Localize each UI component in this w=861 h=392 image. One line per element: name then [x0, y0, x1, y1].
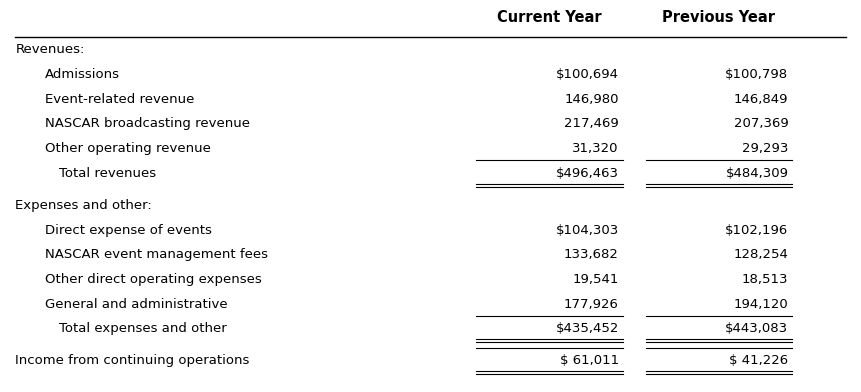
Text: $496,463: $496,463 — [556, 167, 619, 180]
Text: 128,254: 128,254 — [734, 248, 789, 261]
Text: Previous Year: Previous Year — [662, 10, 776, 25]
Text: 29,293: 29,293 — [742, 142, 789, 155]
Text: $100,694: $100,694 — [556, 68, 619, 81]
Text: Revenues:: Revenues: — [15, 43, 85, 56]
Text: Total revenues: Total revenues — [59, 167, 156, 180]
Text: Income from continuing operations: Income from continuing operations — [15, 354, 250, 367]
Text: Total expenses and other: Total expenses and other — [59, 322, 226, 335]
Text: Other direct operating expenses: Other direct operating expenses — [45, 273, 262, 286]
Text: $435,452: $435,452 — [555, 322, 619, 335]
Text: 133,682: 133,682 — [564, 248, 619, 261]
Text: 207,369: 207,369 — [734, 117, 789, 131]
Text: NASCAR broadcasting revenue: NASCAR broadcasting revenue — [45, 117, 250, 131]
Text: Admissions: Admissions — [45, 68, 120, 81]
Text: 19,541: 19,541 — [573, 273, 619, 286]
Text: 146,980: 146,980 — [564, 93, 619, 106]
Text: Direct expense of events: Direct expense of events — [45, 223, 212, 236]
Text: $100,798: $100,798 — [725, 68, 789, 81]
Text: 18,513: 18,513 — [742, 273, 789, 286]
Text: 146,849: 146,849 — [734, 93, 789, 106]
Text: Current Year: Current Year — [497, 10, 602, 25]
Text: $443,083: $443,083 — [725, 322, 789, 335]
Text: General and administrative: General and administrative — [45, 298, 227, 310]
Text: $102,196: $102,196 — [725, 223, 789, 236]
Text: 31,320: 31,320 — [573, 142, 619, 155]
Text: $ 61,011: $ 61,011 — [560, 354, 619, 367]
Text: NASCAR event management fees: NASCAR event management fees — [45, 248, 268, 261]
Text: 177,926: 177,926 — [564, 298, 619, 310]
Text: $104,303: $104,303 — [555, 223, 619, 236]
Text: Other operating revenue: Other operating revenue — [45, 142, 211, 155]
Text: 194,120: 194,120 — [734, 298, 789, 310]
Text: Event-related revenue: Event-related revenue — [45, 93, 194, 106]
Text: $ 41,226: $ 41,226 — [729, 354, 789, 367]
Text: $484,309: $484,309 — [726, 167, 789, 180]
Text: Expenses and other:: Expenses and other: — [15, 199, 152, 212]
Text: 217,469: 217,469 — [564, 117, 619, 131]
